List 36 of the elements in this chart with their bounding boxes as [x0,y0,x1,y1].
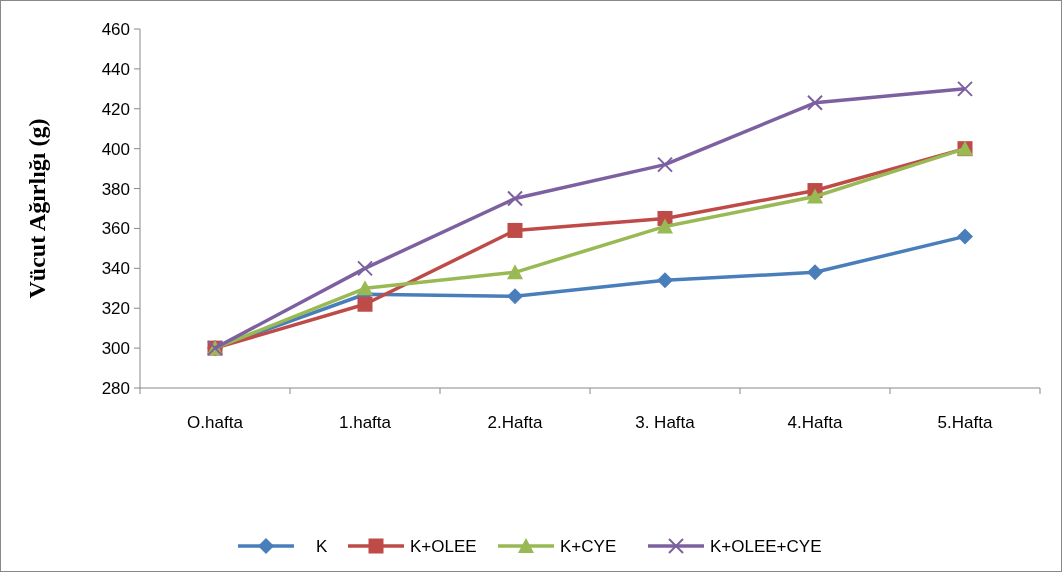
legend-label: K+OLEE [410,536,477,556]
y-tick-label: 280 [101,378,130,398]
legend-label: K [316,536,328,556]
point [357,260,373,277]
x-tick-label: 3. Hafta [635,413,696,432]
y-tick-label: 320 [101,299,130,319]
x-tick-label: 2.Hafta [487,413,543,432]
y-axis-title: Vücut Ağırlığı (g) [24,118,50,299]
point [507,222,523,238]
point [657,272,673,289]
point [507,288,523,305]
point [957,228,973,245]
x-tick-label: 4.Hafta [787,413,843,432]
y-tick-label: 440 [101,59,130,79]
x-tick-label: O.hafta [187,413,244,432]
y-tick-label: 340 [101,259,130,279]
point [807,94,823,111]
y-tick-label: 400 [101,139,130,159]
point [507,264,523,280]
legend-label: K+OLEE+CYE [710,536,822,556]
point [957,80,973,97]
point [357,280,373,296]
point [357,296,373,312]
point [807,188,823,204]
y-tick-label: 460 [101,19,130,39]
y-tick-label: 420 [101,99,130,119]
y-tick-label: 380 [101,179,130,199]
x-tick-label: 5.Hafta [937,413,993,432]
point [807,264,823,281]
x-tick-label: 1.hafta [339,413,392,432]
legend-label: K+CYE [560,536,617,556]
point [507,190,523,207]
y-tick-label: 360 [101,219,130,239]
y-tick-label: 300 [101,339,130,359]
point [657,156,673,173]
point [657,218,673,234]
